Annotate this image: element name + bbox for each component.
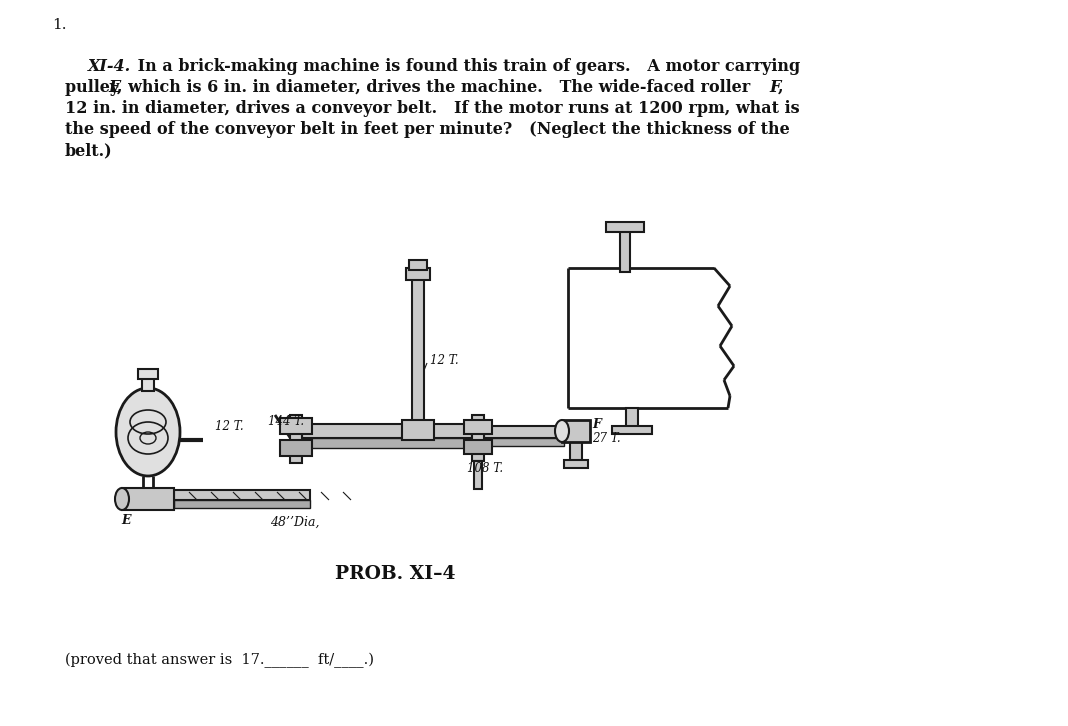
- Text: E: E: [121, 514, 130, 527]
- Bar: [409, 260, 427, 270]
- Bar: [302, 424, 472, 438]
- Text: 12 T.: 12 T.: [215, 420, 244, 433]
- Bar: [562, 420, 590, 442]
- Ellipse shape: [555, 420, 569, 442]
- Text: (proved that answer is  17.______  ft/____.): (proved that answer is 17.______ ft/____…: [65, 653, 374, 668]
- Bar: [280, 440, 312, 456]
- Bar: [606, 222, 644, 232]
- Text: 12 T.: 12 T.: [430, 354, 458, 367]
- Bar: [280, 418, 312, 434]
- Bar: [142, 377, 154, 391]
- Text: XI-4.: XI-4.: [88, 58, 131, 75]
- Text: 48’’Dia,: 48’’Dia,: [270, 516, 319, 529]
- Text: 1.: 1.: [52, 18, 66, 32]
- Bar: [138, 369, 158, 379]
- Bar: [122, 488, 174, 510]
- Text: pulley: pulley: [65, 79, 125, 96]
- Bar: [302, 438, 472, 448]
- Bar: [612, 426, 651, 434]
- Bar: [174, 500, 310, 508]
- Bar: [464, 420, 492, 434]
- Bar: [402, 420, 434, 440]
- Ellipse shape: [116, 388, 180, 476]
- Text: ,: ,: [778, 79, 784, 96]
- Text: In a brick-making machine is found this train of gears.   A motor carrying: In a brick-making machine is found this …: [132, 58, 800, 75]
- Bar: [474, 461, 482, 489]
- Bar: [626, 408, 638, 428]
- Text: 108 T.: 108 T.: [467, 462, 503, 475]
- Bar: [174, 490, 310, 500]
- Bar: [484, 426, 564, 438]
- Bar: [570, 442, 582, 464]
- Bar: [412, 268, 424, 424]
- Bar: [464, 440, 492, 454]
- Bar: [472, 415, 484, 461]
- Text: belt.): belt.): [65, 142, 112, 159]
- Text: , which is 6 in. in diameter, drives the machine.   The wide-faced roller: , which is 6 in. in diameter, drives the…: [117, 79, 756, 96]
- Text: 12 in. in diameter, drives a conveyor belt.   If the motor runs at 1200 rpm, wha: 12 in. in diameter, drives a conveyor be…: [65, 100, 800, 117]
- Ellipse shape: [115, 488, 129, 510]
- Text: 27 T.: 27 T.: [592, 432, 621, 445]
- Bar: [621, 230, 630, 272]
- Text: E: E: [108, 79, 121, 96]
- Text: F: F: [592, 418, 601, 431]
- Text: the speed of the conveyor belt in feet per minute?   (Neglect the thickness of t: the speed of the conveyor belt in feet p…: [65, 121, 789, 138]
- Text: PROB. XI–4: PROB. XI–4: [334, 565, 455, 583]
- Text: F: F: [769, 79, 781, 96]
- Bar: [564, 460, 588, 468]
- Text: 144 T.: 144 T.: [268, 415, 304, 428]
- Bar: [406, 268, 430, 280]
- Bar: [484, 438, 564, 446]
- Bar: [290, 415, 302, 463]
